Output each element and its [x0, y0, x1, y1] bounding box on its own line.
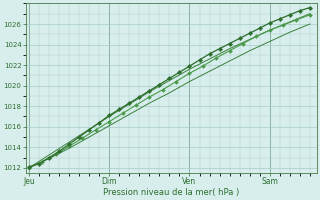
X-axis label: Pression niveau de la mer( hPa ): Pression niveau de la mer( hPa ) [103, 188, 239, 197]
